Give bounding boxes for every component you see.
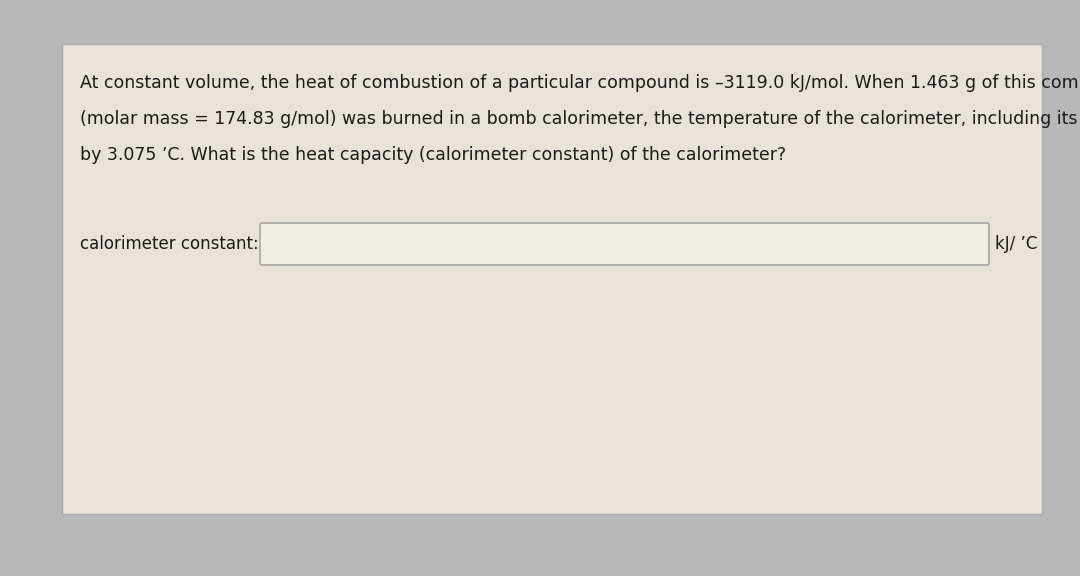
Text: (molar mass = 174.83 g/mol) was burned in a bomb calorimeter, the temperature of: (molar mass = 174.83 g/mol) was burned i… (80, 110, 1080, 128)
Text: by 3.075 ’C. What is the heat capacity (calorimeter constant) of the calorimeter: by 3.075 ’C. What is the heat capacity (… (80, 146, 786, 164)
Text: calorimeter constant:: calorimeter constant: (80, 235, 259, 253)
FancyBboxPatch shape (260, 223, 989, 265)
FancyBboxPatch shape (62, 44, 1042, 514)
Text: At constant volume, the heat of combustion of a particular compound is –3119.0 k: At constant volume, the heat of combusti… (80, 74, 1080, 92)
Text: kJ/ ’C: kJ/ ’C (995, 235, 1038, 253)
